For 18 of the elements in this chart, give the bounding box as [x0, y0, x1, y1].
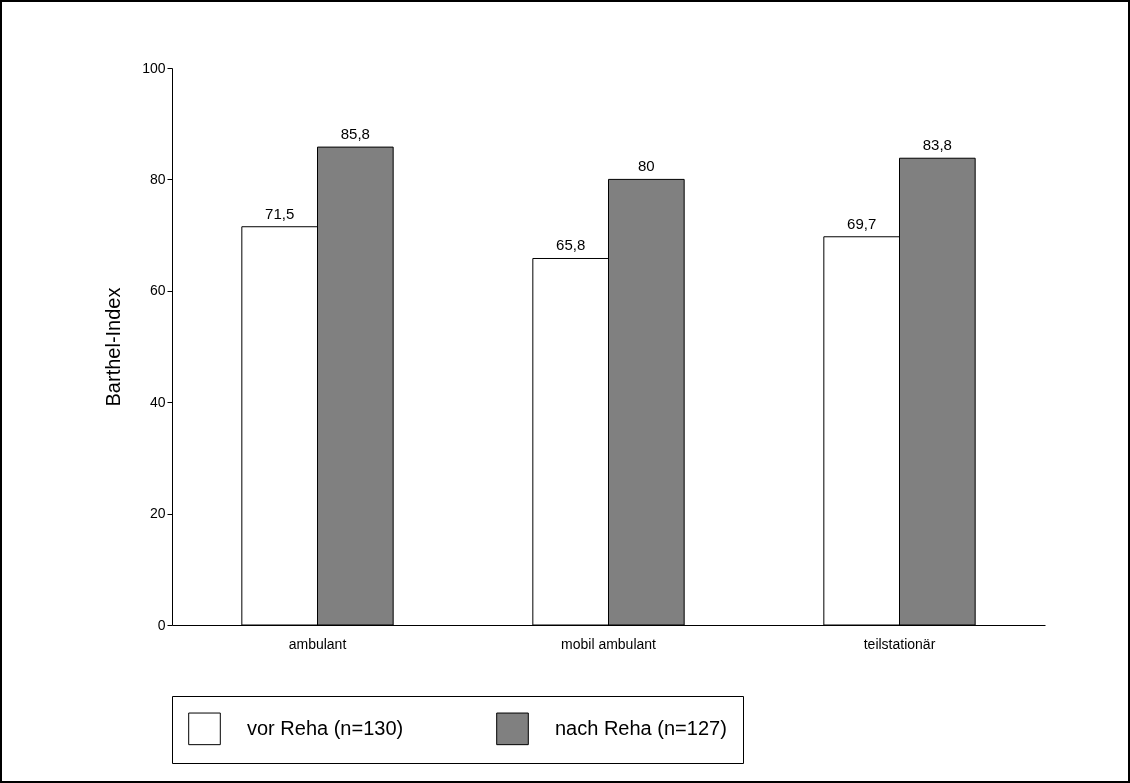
- y-axis-title: Barthel-Index: [102, 287, 125, 407]
- legend-label: nach Reha (n=127): [555, 716, 727, 739]
- y-tick-label: 60: [149, 282, 166, 299]
- data-label: 83,8: [922, 136, 952, 154]
- data-label: 71,5: [265, 204, 295, 222]
- y-tick-label: 20: [149, 505, 166, 522]
- x-tick-label: ambulant: [288, 635, 347, 652]
- legend-label: vor Reha (n=130): [247, 716, 404, 739]
- data-label: 65,8: [556, 236, 586, 254]
- y-tick-label: 100: [142, 59, 166, 76]
- x-tick-label: teilstationär: [863, 635, 936, 652]
- x-tick-label: mobil ambulant: [561, 635, 657, 652]
- y-tick-label: 80: [149, 170, 166, 187]
- data-label: 80: [637, 157, 655, 175]
- data-label: 69,7: [847, 214, 877, 232]
- y-tick-label: 40: [149, 393, 166, 410]
- data-label: 85,8: [340, 125, 370, 143]
- y-tick-label: 0: [157, 616, 166, 633]
